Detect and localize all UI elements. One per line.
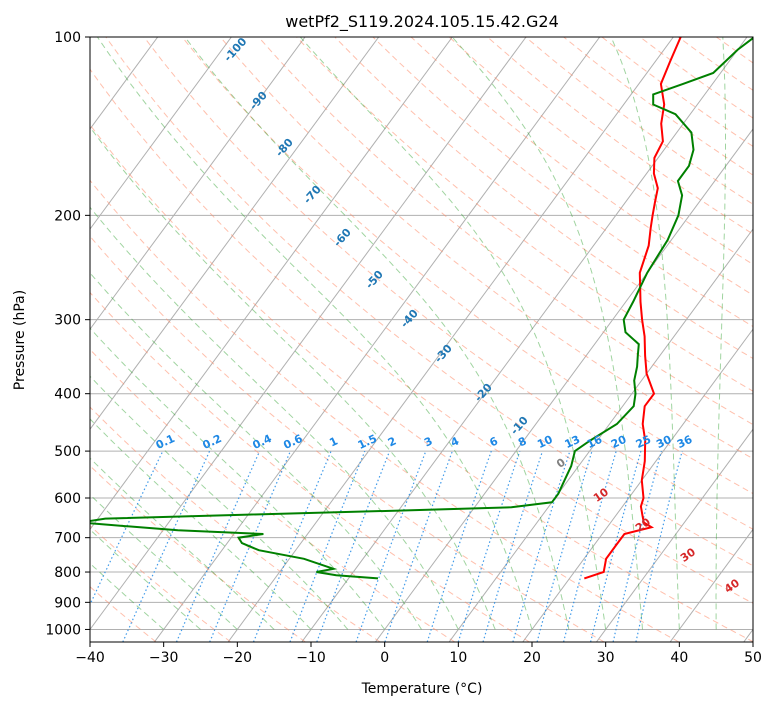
mixing-ratio-line: [252, 450, 332, 642]
isotherm-line: [154, 37, 601, 642]
moist-adiabat-line: [90, 457, 275, 630]
dry-adiabat-line: [90, 406, 381, 642]
background-lines: [90, 37, 753, 642]
isotherm-line: [522, 328, 753, 642]
mixing-ratio-label: 10: [535, 433, 555, 451]
mixing-ratio-line: [635, 450, 683, 642]
moist-adiabat-line: [184, 37, 570, 630]
x-axis: −40 −30 −20 −10 0 10 20 30 40 50: [75, 642, 762, 666]
y-axis-label: Pressure (hPa): [12, 290, 28, 390]
x-axis-label: Temperature (°C): [361, 681, 483, 697]
moist-adiabat-line: [90, 126, 496, 630]
mixing-ratio-line: [209, 450, 292, 642]
y-axis: 100 200 300 400 500 600 700 800 900 1000: [45, 30, 90, 638]
isotherm-line: [301, 37, 748, 642]
mixing-ratio-line: [175, 450, 261, 642]
series-layer: [90, 37, 753, 580]
isotherm-line: [90, 37, 527, 631]
isotherm-line: [90, 37, 232, 230]
plot-frame: [89, 36, 754, 643]
dry-adiabat-line: [90, 586, 157, 642]
series-line: [90, 37, 753, 580]
mixing-ratio-line: [536, 450, 593, 642]
y-tick-label: 700: [54, 531, 81, 547]
dry-adiabat-line: [219, 37, 753, 460]
y-tick-label: 300: [54, 313, 81, 329]
isotherm-line: [227, 37, 674, 642]
isotherm-line: [90, 37, 453, 531]
mixing-ratio-line: [563, 450, 617, 642]
mixing-ratio-label: 25: [634, 433, 653, 451]
chart-title: wetPf2_S119.2024.105.15.42.G24: [285, 12, 559, 32]
moist-adiabat-line: [90, 494, 238, 630]
mixing-ratio-label: 30: [654, 433, 674, 451]
moist-adiabat-line: [90, 327, 386, 630]
dry-adiabat-line: [410, 37, 753, 296]
moist-adiabat-line: [90, 418, 312, 630]
mixing-ratio-line: [316, 450, 391, 642]
x-tick-label: 40: [670, 650, 688, 666]
dry-adiabat-line: [296, 37, 753, 392]
dry-adiabat-line: [181, 37, 753, 495]
mixing-ratio-line: [457, 450, 521, 642]
mixing-ratio-label: 16: [585, 433, 605, 451]
isotherm-line: [596, 428, 753, 642]
y-tick-label: 600: [54, 491, 81, 507]
y-tick-label: 900: [54, 595, 81, 611]
x-tick-label: −20: [223, 650, 253, 666]
dry-adiabat-line: [90, 235, 605, 642]
moist-adiabat-line: [90, 562, 165, 630]
x-tick-label: 30: [597, 650, 615, 666]
moist-adiabat-line: [299, 37, 607, 630]
mixing-ratio-label: 13: [563, 433, 582, 451]
mixing-ratio-line: [384, 450, 453, 642]
moist-adiabat-line: [451, 37, 643, 630]
y-tick-label: 100: [54, 30, 81, 46]
y-tick-label: 1000: [45, 622, 81, 638]
isotherm-line: [375, 128, 753, 642]
moist-adiabat-line: [715, 37, 726, 630]
mixing-ratio-line: [426, 450, 492, 642]
mixing-ratio-line: [590, 450, 642, 642]
mixing-ratio-line: [482, 450, 544, 642]
moist-adiabat-line: [90, 272, 422, 630]
plot-area: [90, 37, 753, 642]
moist-adiabat-line: [610, 37, 680, 630]
moist-adiabat-line: [96, 37, 533, 630]
x-tick-label: −30: [149, 650, 179, 666]
isotherm-line: [669, 528, 753, 642]
isotherm-line: [448, 228, 753, 642]
mixing-ratio-label: 36: [675, 433, 695, 451]
dry-adiabat-line: [90, 179, 680, 642]
dry-adiabat-line: [90, 68, 753, 604]
x-tick-label: 50: [744, 650, 762, 666]
mixing-ratio-label: 20: [609, 433, 629, 451]
mixing-ratio-line: [289, 450, 366, 642]
mixing-ratio-line: [512, 450, 571, 642]
x-tick-label: 0: [380, 650, 389, 666]
dry-adiabat-line: [258, 37, 753, 426]
y-tick-label: 400: [54, 387, 81, 403]
isotherm-line: [90, 37, 380, 431]
x-tick-label: −40: [75, 650, 105, 666]
x-tick-label: 10: [449, 650, 467, 666]
mixing-ratio-line: [612, 450, 662, 642]
y-tick-label: 800: [54, 565, 81, 581]
mixing-ratio-line: [355, 450, 427, 642]
series-line: [583, 37, 682, 580]
moist-adiabat-line: [90, 528, 201, 630]
y-tick-label: 500: [54, 444, 81, 460]
y-tick-label: 200: [54, 208, 81, 224]
dry-adiabat-line: [90, 465, 306, 642]
x-tick-label: 20: [523, 650, 541, 666]
x-tick-label: −10: [296, 650, 326, 666]
isotherm-line: [90, 37, 306, 331]
